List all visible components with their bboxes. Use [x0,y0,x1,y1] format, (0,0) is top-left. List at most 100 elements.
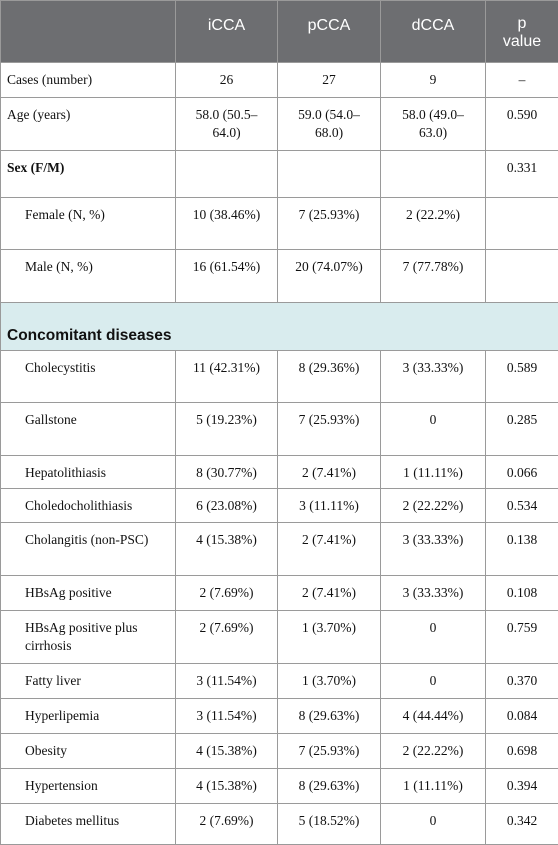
table-row: Sex (F/M) 0.331 [1,151,558,198]
cell [176,151,278,198]
cell: 2 (7.41%) [278,456,381,489]
table-row: Female (N, %)10 (38.46%)7 (25.93%)2 (22.… [1,198,558,250]
cell: 3 (33.33%) [381,523,486,576]
cell: 0 [381,664,486,699]
cell: 5 (18.52%) [278,804,381,845]
cell: 1 (3.70%) [278,611,381,664]
cell: 0.394 [486,769,558,804]
cell: 3 (33.33%) [381,351,486,403]
cell: 6 (23.08%) [176,489,278,523]
cell: 2 (7.69%) [176,804,278,845]
cell: 0.370 [486,664,558,699]
cell: 0 [381,611,486,664]
cell: 3 (11.11%) [278,489,381,523]
cell [381,151,486,198]
cell: 7 (25.93%) [278,403,381,456]
row-label: Sex (F/M) [1,151,176,198]
cell: 2 (22.2%) [381,198,486,250]
row-label: Choledocholithiasis [1,489,176,523]
row-label: Diabetes mellitus [1,804,176,845]
cell: 8 (30.77%) [176,456,278,489]
cell: 8 (29.63%) [278,769,381,804]
header-blank [1,1,176,63]
cell: 0.590 [486,98,558,151]
cell [486,198,558,250]
table-row: Age (years)58.0 (50.5–64.0)59.0 (54.0–68… [1,98,558,151]
cell: 0.066 [486,456,558,489]
row-label: Male (N, %) [1,250,176,303]
cell: 0.589 [486,351,558,403]
cell: 2 (7.41%) [278,523,381,576]
cell: 0.342 [486,804,558,845]
cell: 8 (29.63%) [278,699,381,734]
row-label: Cases (number) [1,63,176,98]
column-header: dCCA [381,1,486,63]
row-label: Cholecystitis [1,351,176,403]
cell: 27 [278,63,381,98]
cell: 7 (77.78%) [381,250,486,303]
cell: 16 (61.54%) [176,250,278,303]
cell: 0.759 [486,611,558,664]
cell: 20 (74.07%) [278,250,381,303]
row-label: HBsAg positive [1,576,176,611]
cell: 58.0 (49.0–63.0) [381,98,486,151]
section-row: Concomitant diseases [1,303,558,351]
cell: 3 (11.54%) [176,664,278,699]
row-label: Female (N, %) [1,198,176,250]
cell: 0.084 [486,699,558,734]
cell: 4 (15.38%) [176,523,278,576]
row-label: Hypertension [1,769,176,804]
cell: 2 (7.41%) [278,576,381,611]
row-label: HBsAg positive plus cirrhosis [1,611,176,664]
cell [278,151,381,198]
cell: 0.285 [486,403,558,456]
cell: 11 (42.31%) [176,351,278,403]
section-title: Concomitant diseases [1,303,558,351]
cell: 0.698 [486,734,558,769]
cell: 4 (15.38%) [176,734,278,769]
cell: 0.331 [486,151,558,198]
cell: 3 (11.54%) [176,699,278,734]
cell: 2 (22.22%) [381,489,486,523]
cell: – [486,63,558,98]
header-row: iCCA pCCA dCCA p value [1,1,558,63]
cell: 0.534 [486,489,558,523]
table-header: iCCA pCCA dCCA p value [1,1,558,63]
cell [486,250,558,303]
cell: 5 (19.23%) [176,403,278,456]
cell: 4 (44.44%) [381,699,486,734]
table-row: Cholangitis (non-PSC)4 (15.38%)2 (7.41%)… [1,523,558,576]
cell: 1 (11.11%) [381,769,486,804]
cell: 58.0 (50.5–64.0) [176,98,278,151]
cell: 10 (38.46%) [176,198,278,250]
cell: 7 (25.93%) [278,198,381,250]
row-label: Hyperlipemia [1,699,176,734]
cell: 0.138 [486,523,558,576]
cell: 9 [381,63,486,98]
cell: 0 [381,804,486,845]
cell: 2 (7.69%) [176,576,278,611]
row-label: Age (years) [1,98,176,151]
column-header: iCCA [176,1,278,63]
cell: 1 (11.11%) [381,456,486,489]
row-label: Obesity [1,734,176,769]
row-label: Cholangitis (non-PSC) [1,523,176,576]
row-label: Gallstone [1,403,176,456]
table-row: Male (N, %)16 (61.54%)20 (74.07%)7 (77.7… [1,250,558,303]
row-label: Fatty liver [1,664,176,699]
cell: 4 (15.38%) [176,769,278,804]
cell: 26 [176,63,278,98]
